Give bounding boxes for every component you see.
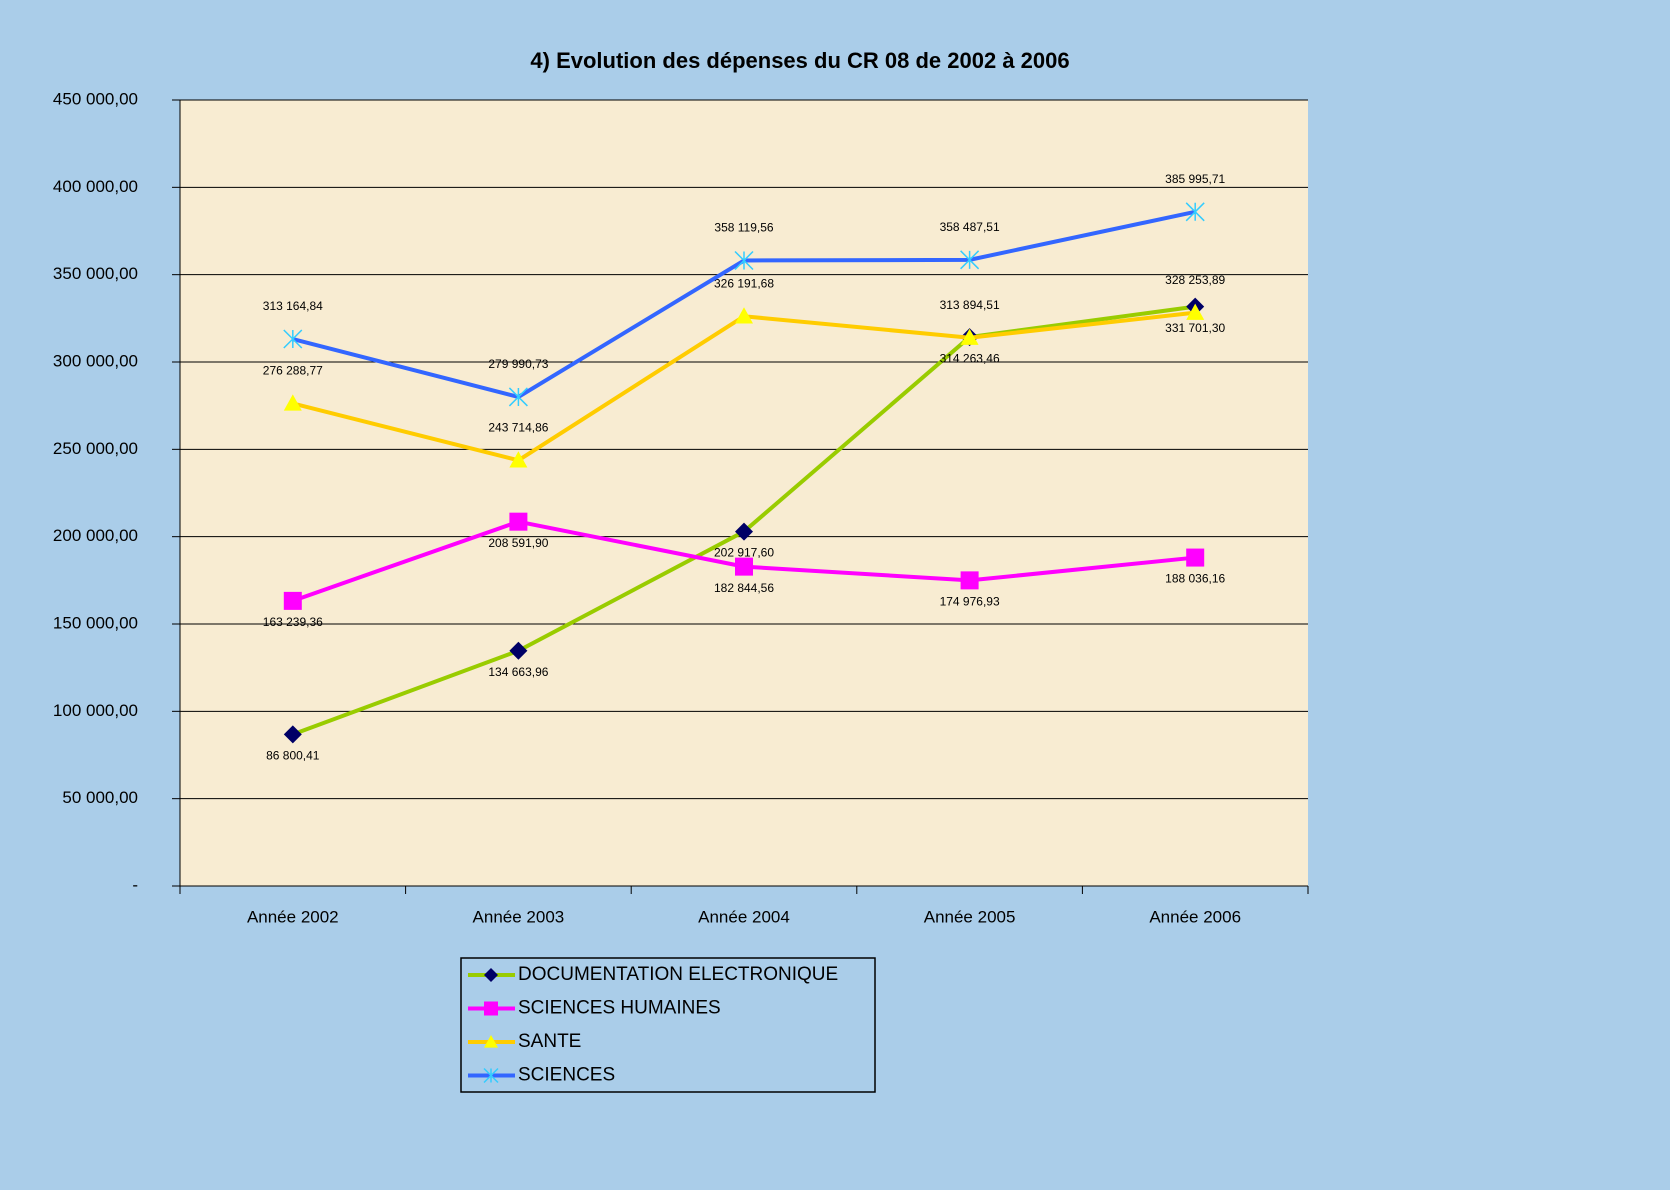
- y-tick-label: 300 000,00: [53, 351, 138, 370]
- y-tick-label: -: [132, 875, 138, 894]
- y-tick-label: 50 000,00: [62, 788, 138, 807]
- data-label: 208 591,90: [488, 536, 548, 550]
- legend-label: SCIENCES HUMAINES: [518, 998, 721, 1019]
- data-label: 182 844,56: [714, 581, 774, 595]
- plot-area: [180, 100, 1308, 886]
- data-label: 163 239,36: [263, 615, 323, 629]
- data-label: 276 288,77: [263, 364, 323, 378]
- data-label: 314 263,46: [940, 351, 1000, 365]
- legend-label: SANTE: [518, 1031, 581, 1052]
- marker: [735, 307, 753, 324]
- marker: [1185, 202, 1205, 222]
- data-label: 328 253,89: [1165, 273, 1225, 287]
- marker: [735, 522, 753, 541]
- y-tick-label: 150 000,00: [53, 613, 138, 632]
- legend-marker: [484, 968, 498, 982]
- data-label: 385 995,71: [1165, 172, 1225, 186]
- data-label: 358 119,56: [714, 221, 773, 235]
- data-label: 243 714,86: [488, 420, 548, 434]
- marker: [283, 394, 302, 411]
- marker: [509, 641, 528, 660]
- data-label: 279 990,73: [488, 357, 548, 371]
- y-tick-label: 200 000,00: [53, 526, 138, 545]
- marker: [283, 591, 302, 610]
- data-label: 202 917,60: [714, 546, 774, 560]
- data-label: 358 487,51: [940, 220, 1000, 234]
- marker: [1186, 548, 1205, 567]
- data-label: 313 164,84: [263, 299, 323, 313]
- marker: [960, 250, 980, 270]
- data-label: 86 800,41: [266, 749, 320, 763]
- data-label: 331 701,30: [1165, 321, 1225, 335]
- y-tick-label: 100 000,00: [53, 701, 138, 720]
- marker: [960, 328, 979, 345]
- x-tick-label: Année 2003: [473, 907, 565, 926]
- marker: [960, 571, 979, 590]
- marker: [1186, 303, 1205, 320]
- data-label: 326 191,68: [714, 276, 774, 290]
- x-tick-label: Année 2002: [247, 907, 339, 926]
- y-tick-label: 350 000,00: [53, 264, 138, 283]
- marker: [509, 512, 528, 531]
- x-tick-label: Année 2004: [698, 907, 790, 926]
- marker: [508, 387, 528, 407]
- legend-label: SCIENCES: [518, 1065, 615, 1086]
- data-label: 134 663,96: [488, 665, 548, 679]
- x-tick-label: Année 2005: [924, 907, 1016, 926]
- marker: [283, 725, 302, 744]
- legend-label: DOCUMENTATION ELECTRONIQUE: [518, 964, 838, 985]
- marker: [509, 451, 528, 468]
- y-tick-label: 450 000,00: [53, 89, 138, 108]
- y-tick-label: 250 000,00: [53, 439, 138, 458]
- x-tick-label: Année 2006: [1149, 907, 1241, 926]
- legend-marker: [484, 1035, 498, 1048]
- legend-box: [460, 957, 876, 1093]
- marker: [735, 557, 753, 576]
- marker: [283, 329, 303, 349]
- marker: [734, 250, 754, 271]
- data-label: 313 894,51: [940, 298, 1000, 312]
- data-label: 174 976,93: [940, 595, 1000, 609]
- legend-marker: [483, 1067, 499, 1084]
- data-label: 188 036,16: [1165, 572, 1225, 586]
- y-tick-label: 400 000,00: [53, 177, 138, 196]
- chart-title: 4) Evolution des dépenses du CR 08 de 20…: [530, 48, 1069, 73]
- legend-marker: [484, 1001, 498, 1016]
